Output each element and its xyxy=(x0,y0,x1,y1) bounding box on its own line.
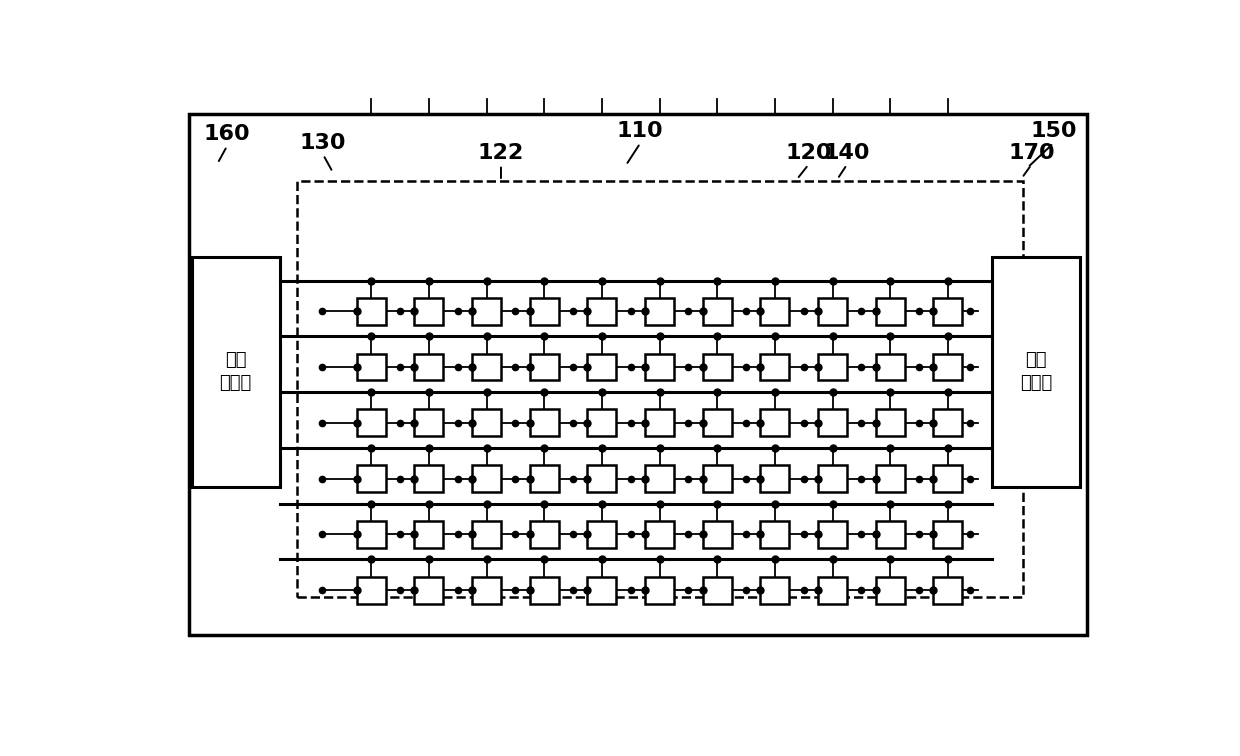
Bar xyxy=(191,256,280,487)
Bar xyxy=(357,577,386,603)
Bar xyxy=(645,410,675,436)
Bar xyxy=(818,577,847,603)
Text: 160: 160 xyxy=(203,125,250,144)
Bar xyxy=(529,577,558,603)
Bar xyxy=(588,354,616,380)
Bar xyxy=(414,410,444,436)
Bar xyxy=(414,354,444,380)
Bar xyxy=(357,521,386,548)
Bar xyxy=(818,354,847,380)
Bar xyxy=(472,298,501,324)
Bar xyxy=(818,410,847,436)
Bar xyxy=(298,181,1023,597)
Bar xyxy=(645,298,675,324)
Bar xyxy=(645,465,675,492)
Bar xyxy=(818,521,847,548)
Bar xyxy=(588,577,616,603)
Bar xyxy=(357,410,386,436)
Text: 栏极
驱动器: 栏极 驱动器 xyxy=(1021,351,1053,392)
Bar xyxy=(414,298,444,324)
Text: 120: 120 xyxy=(785,143,832,163)
Bar xyxy=(529,521,558,548)
Bar xyxy=(703,410,732,436)
Bar xyxy=(875,354,905,380)
Bar xyxy=(529,410,558,436)
Bar xyxy=(760,465,789,492)
Text: 150: 150 xyxy=(1030,122,1076,141)
Bar xyxy=(645,521,675,548)
Bar xyxy=(357,354,386,380)
Bar xyxy=(529,465,558,492)
Bar xyxy=(760,410,789,436)
Bar xyxy=(472,354,501,380)
Text: 110: 110 xyxy=(618,122,663,141)
Bar xyxy=(875,577,905,603)
Text: 122: 122 xyxy=(477,143,525,163)
Text: 栏极
驱动器: 栏极 驱动器 xyxy=(219,351,252,392)
Bar xyxy=(414,521,444,548)
Bar xyxy=(760,521,789,548)
Bar xyxy=(875,410,905,436)
Bar xyxy=(588,465,616,492)
Bar xyxy=(760,354,789,380)
Bar xyxy=(875,521,905,548)
Bar xyxy=(472,465,501,492)
Bar xyxy=(472,521,501,548)
Bar xyxy=(875,298,905,324)
Text: 140: 140 xyxy=(823,143,870,163)
Bar xyxy=(188,114,1087,635)
Bar xyxy=(934,354,962,380)
Bar xyxy=(934,410,962,436)
Bar xyxy=(818,465,847,492)
Bar xyxy=(588,521,616,548)
Bar xyxy=(760,298,789,324)
Bar xyxy=(703,465,732,492)
Bar xyxy=(357,298,386,324)
Bar xyxy=(414,577,444,603)
Bar xyxy=(645,354,675,380)
Bar xyxy=(934,298,962,324)
Bar xyxy=(357,465,386,492)
Bar xyxy=(934,521,962,548)
Bar xyxy=(703,298,732,324)
Text: 170: 170 xyxy=(1008,143,1055,163)
Bar xyxy=(875,465,905,492)
Bar xyxy=(414,465,444,492)
Bar xyxy=(934,577,962,603)
Bar xyxy=(645,577,675,603)
Bar xyxy=(703,354,732,380)
Bar xyxy=(529,354,558,380)
Bar xyxy=(529,298,558,324)
Bar xyxy=(472,410,501,436)
Bar xyxy=(703,577,732,603)
Bar xyxy=(703,521,732,548)
Bar xyxy=(588,298,616,324)
Bar xyxy=(934,465,962,492)
Text: 130: 130 xyxy=(300,133,346,153)
Bar xyxy=(472,577,501,603)
Bar xyxy=(760,577,789,603)
Bar xyxy=(588,410,616,436)
Bar xyxy=(992,256,1080,487)
Bar xyxy=(818,298,847,324)
